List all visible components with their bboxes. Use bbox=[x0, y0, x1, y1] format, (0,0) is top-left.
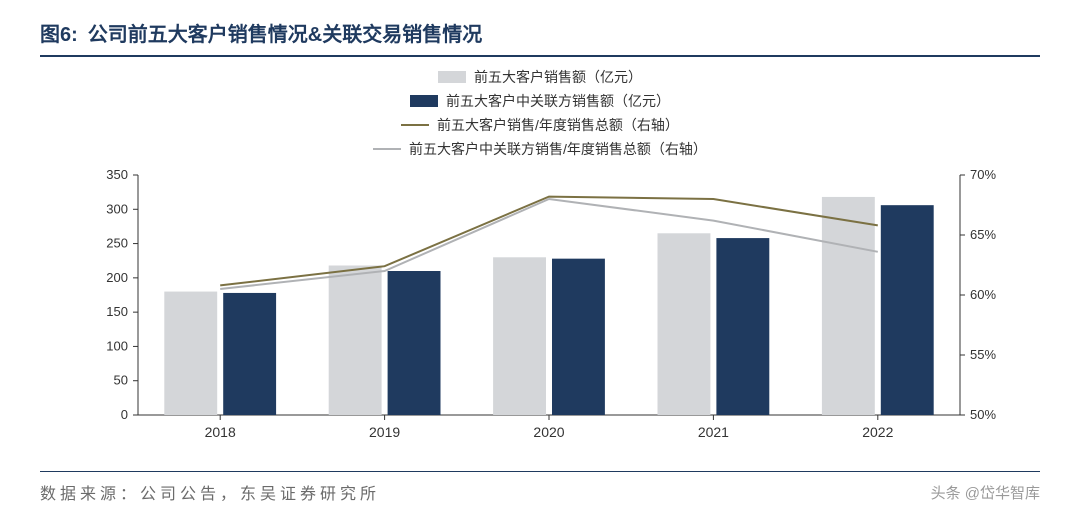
chart-svg: 0 50 100 150 200 250 300 350 50% 55% 60% 65% 70% 2018… bbox=[60, 165, 1020, 465]
legend-label-2: 前五大客户中关联方销售额（亿元） bbox=[446, 91, 670, 111]
legend-label-3: 前五大客户销售/年度销售总额（右轴） bbox=[437, 115, 679, 135]
svg-text:2020: 2020 bbox=[533, 424, 564, 440]
legend-swatch-bar-1 bbox=[438, 71, 466, 83]
title-prefix: 图6: bbox=[40, 18, 78, 47]
svg-text:100: 100 bbox=[106, 338, 128, 353]
watermark: 头条 @岱华智库 bbox=[931, 482, 1040, 503]
svg-text:55%: 55% bbox=[970, 347, 996, 362]
svg-text:65%: 65% bbox=[970, 227, 996, 242]
svg-text:50%: 50% bbox=[970, 407, 996, 422]
legend-swatch-line-2 bbox=[373, 148, 401, 150]
title-text: 公司前五大客户销售情况&关联交易销售情况 bbox=[88, 18, 482, 47]
figure-container: 图6: 公司前五大客户销售情况&关联交易销售情况 前五大客户销售额（亿元） 前五… bbox=[0, 0, 1080, 527]
legend-row-2: 前五大客户中关联方销售额（亿元） bbox=[410, 91, 670, 111]
legend-row-4: 前五大客户中关联方销售/年度销售总额（右轴） bbox=[373, 139, 707, 159]
svg-text:300: 300 bbox=[106, 201, 128, 216]
legend-label-1: 前五大客户销售额（亿元） bbox=[474, 67, 642, 87]
legend: 前五大客户销售额（亿元） 前五大客户中关联方销售额（亿元） 前五大客户销售/年度… bbox=[40, 67, 1040, 159]
svg-text:2021: 2021 bbox=[698, 424, 729, 440]
svg-text:60%: 60% bbox=[970, 287, 996, 302]
svg-text:150: 150 bbox=[106, 304, 128, 319]
legend-row-3: 前五大客户销售/年度销售总额（右轴） bbox=[401, 115, 679, 135]
legend-label-4: 前五大客户中关联方销售/年度销售总额（右轴） bbox=[409, 139, 707, 159]
legend-swatch-bar-2 bbox=[410, 95, 438, 107]
source-row: 数据来源：公司公告，东吴证券研究所 头条 @岱华智库 bbox=[40, 471, 1040, 504]
svg-text:250: 250 bbox=[106, 236, 128, 251]
svg-text:2019: 2019 bbox=[369, 424, 400, 440]
title-row: 图6: 公司前五大客户销售情况&关联交易销售情况 bbox=[40, 18, 1040, 57]
chart: 0 50 100 150 200 250 300 350 50% 55% 60% 65% 70% 2018… bbox=[60, 165, 1020, 465]
svg-text:70%: 70% bbox=[970, 167, 996, 182]
svg-text:350: 350 bbox=[106, 167, 128, 182]
source-text: 数据来源：公司公告，东吴证券研究所 bbox=[40, 480, 380, 504]
svg-text:0: 0 bbox=[121, 407, 128, 422]
svg-text:50: 50 bbox=[114, 373, 128, 388]
legend-row-1: 前五大客户销售额（亿元） bbox=[438, 67, 642, 87]
svg-text:200: 200 bbox=[106, 270, 128, 285]
legend-swatch-line-1 bbox=[401, 124, 429, 126]
svg-text:2022: 2022 bbox=[862, 424, 893, 440]
svg-text:2018: 2018 bbox=[205, 424, 236, 440]
